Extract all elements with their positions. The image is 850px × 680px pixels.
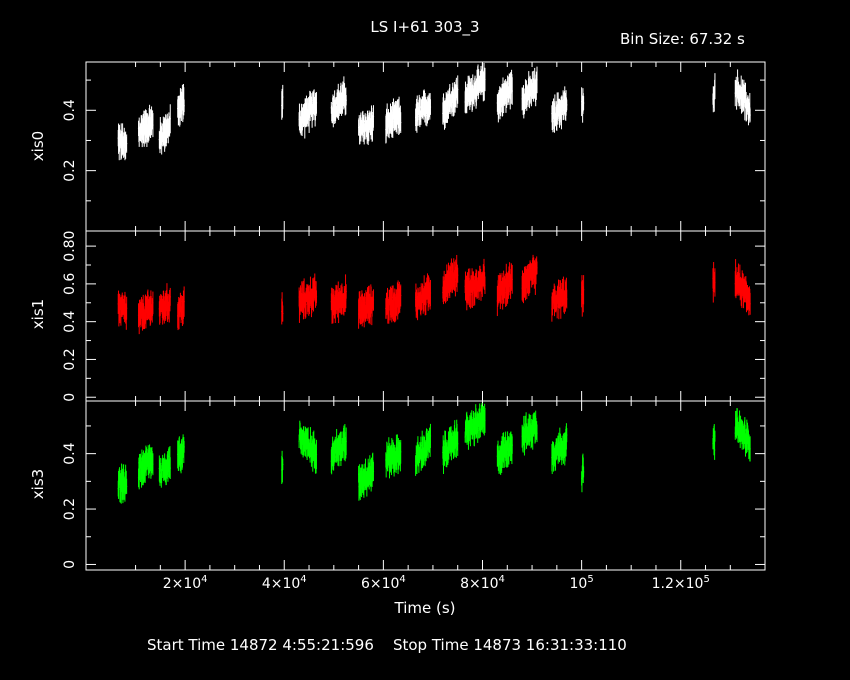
start-time-label: Start Time 14872 4:55:21:596 (147, 636, 374, 654)
y-tick-label: 0.80 (62, 231, 78, 262)
x-tick-label: 4×104 (262, 574, 307, 592)
x-tick-label: 6×104 (361, 574, 406, 592)
y-tick-label: 0.2 (62, 348, 78, 370)
bin-size-label: Bin Size: 67.32 s (620, 30, 745, 48)
time-range-label: Start Time 14872 4:55:21:596 Stop Time 1… (147, 636, 627, 654)
y-axis-label-xis0: xis0 (29, 130, 47, 162)
x-tick-label: 2×104 (163, 574, 208, 592)
panel-frame-xis1 (85, 230, 766, 402)
y-tick-label: 0.2 (62, 498, 78, 520)
y-axis-label-xis1: xis1 (29, 298, 47, 330)
x-tick-label: 1.2×105 (652, 574, 710, 592)
x-tick-label: 105 (570, 574, 594, 592)
stop-time-label: Stop Time 14873 16:31:33:110 (392, 636, 627, 654)
y-tick-label: 0.4 (62, 442, 78, 464)
y-tick-label: 0.6 (62, 273, 78, 295)
y-axis-label-xis3: xis3 (29, 468, 47, 500)
chart-title: LS I+61 303_3 (370, 18, 480, 36)
panel-frame-xis0 (85, 61, 766, 232)
y-tick-label: 0 (62, 560, 78, 569)
panel-frame-xis3 (85, 400, 766, 571)
y-tick-label: 0.2 (62, 160, 78, 182)
y-tick-label: 0 (62, 393, 78, 402)
y-tick-label: 0.4 (62, 310, 78, 332)
x-tick-label: 8×104 (460, 574, 505, 592)
x-axis-label: Time (s) (394, 599, 456, 617)
y-tick-label: 0.4 (62, 99, 78, 121)
